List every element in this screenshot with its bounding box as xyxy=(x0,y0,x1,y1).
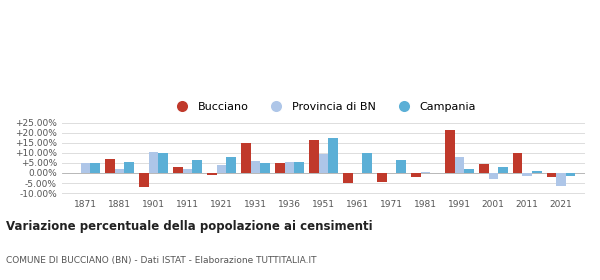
Bar xyxy=(396,160,406,173)
Bar xyxy=(139,173,149,187)
Bar xyxy=(377,173,386,182)
Bar xyxy=(294,162,304,173)
Bar xyxy=(260,163,270,173)
Legend: Bucciano, Provincia di BN, Campania: Bucciano, Provincia di BN, Campania xyxy=(167,97,480,116)
Bar xyxy=(411,173,421,177)
Bar xyxy=(106,159,115,173)
Bar xyxy=(241,143,251,173)
Bar xyxy=(532,171,542,173)
Bar xyxy=(173,167,183,173)
Bar xyxy=(158,153,168,173)
Bar xyxy=(115,169,124,173)
Bar xyxy=(193,160,202,173)
Bar xyxy=(251,161,260,173)
Bar xyxy=(319,154,328,173)
Bar xyxy=(547,173,556,177)
Text: COMUNE DI BUCCIANO (BN) - Dati ISTAT - Elaborazione TUTTITALIA.IT: COMUNE DI BUCCIANO (BN) - Dati ISTAT - E… xyxy=(6,256,317,265)
Bar xyxy=(362,153,371,173)
Bar xyxy=(488,173,498,179)
Bar xyxy=(566,173,575,176)
Bar xyxy=(343,173,353,183)
Bar xyxy=(513,153,523,173)
Bar xyxy=(217,165,226,173)
Bar xyxy=(275,163,285,173)
Bar xyxy=(149,152,158,173)
Bar xyxy=(445,130,455,173)
Bar xyxy=(226,157,236,173)
Bar xyxy=(479,164,488,173)
Bar xyxy=(556,173,566,186)
Text: Variazione percentuale della popolazione ai censimenti: Variazione percentuale della popolazione… xyxy=(6,220,373,233)
Bar xyxy=(328,138,338,173)
Bar xyxy=(421,172,430,173)
Bar xyxy=(285,162,294,173)
Bar xyxy=(523,173,532,176)
Bar xyxy=(464,169,473,173)
Bar xyxy=(91,163,100,173)
Bar xyxy=(81,163,91,173)
Bar xyxy=(498,167,508,173)
Bar xyxy=(183,169,193,173)
Bar xyxy=(124,162,134,173)
Bar xyxy=(309,140,319,173)
Bar xyxy=(455,157,464,173)
Bar xyxy=(207,173,217,174)
